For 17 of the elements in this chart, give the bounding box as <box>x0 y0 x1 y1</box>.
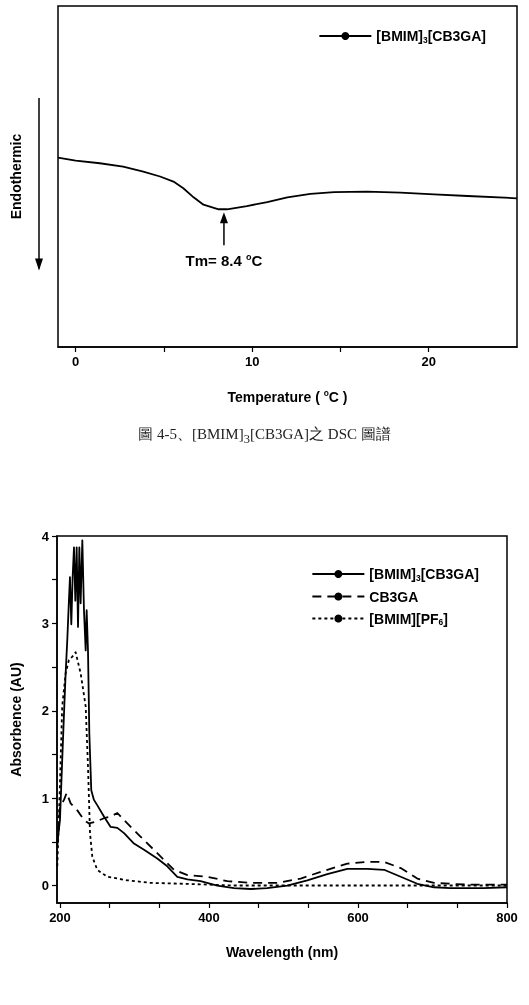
legend-label: CB3GA <box>369 588 419 605</box>
y-tick-label: 1 <box>41 790 49 806</box>
x-tick-label: 600 <box>347 910 369 925</box>
y-tick-label: 0 <box>41 878 49 894</box>
x-tick-label: 200 <box>49 910 71 925</box>
y-tick-label: 2 <box>41 703 49 719</box>
y-tick-label: 3 <box>41 615 49 631</box>
x-tick-label: 20 <box>421 354 436 369</box>
y-axis-title: Absorbence (AU) <box>8 662 24 777</box>
x-tick-label: 10 <box>244 354 260 369</box>
y-tick-label: 4 <box>41 528 50 544</box>
y-axis-title: Endothermic <box>8 133 24 220</box>
x-axis-title: Wavelength (nm) <box>225 944 339 960</box>
x-tick-label: 0 <box>72 354 80 369</box>
x-tick-label: 400 <box>198 910 220 925</box>
caption: 圖 4-5、[BMIM]$_{3}$[CB3GA]之 DSC 圖譜 <box>137 425 392 447</box>
x-tick-label: 800 <box>496 910 518 925</box>
